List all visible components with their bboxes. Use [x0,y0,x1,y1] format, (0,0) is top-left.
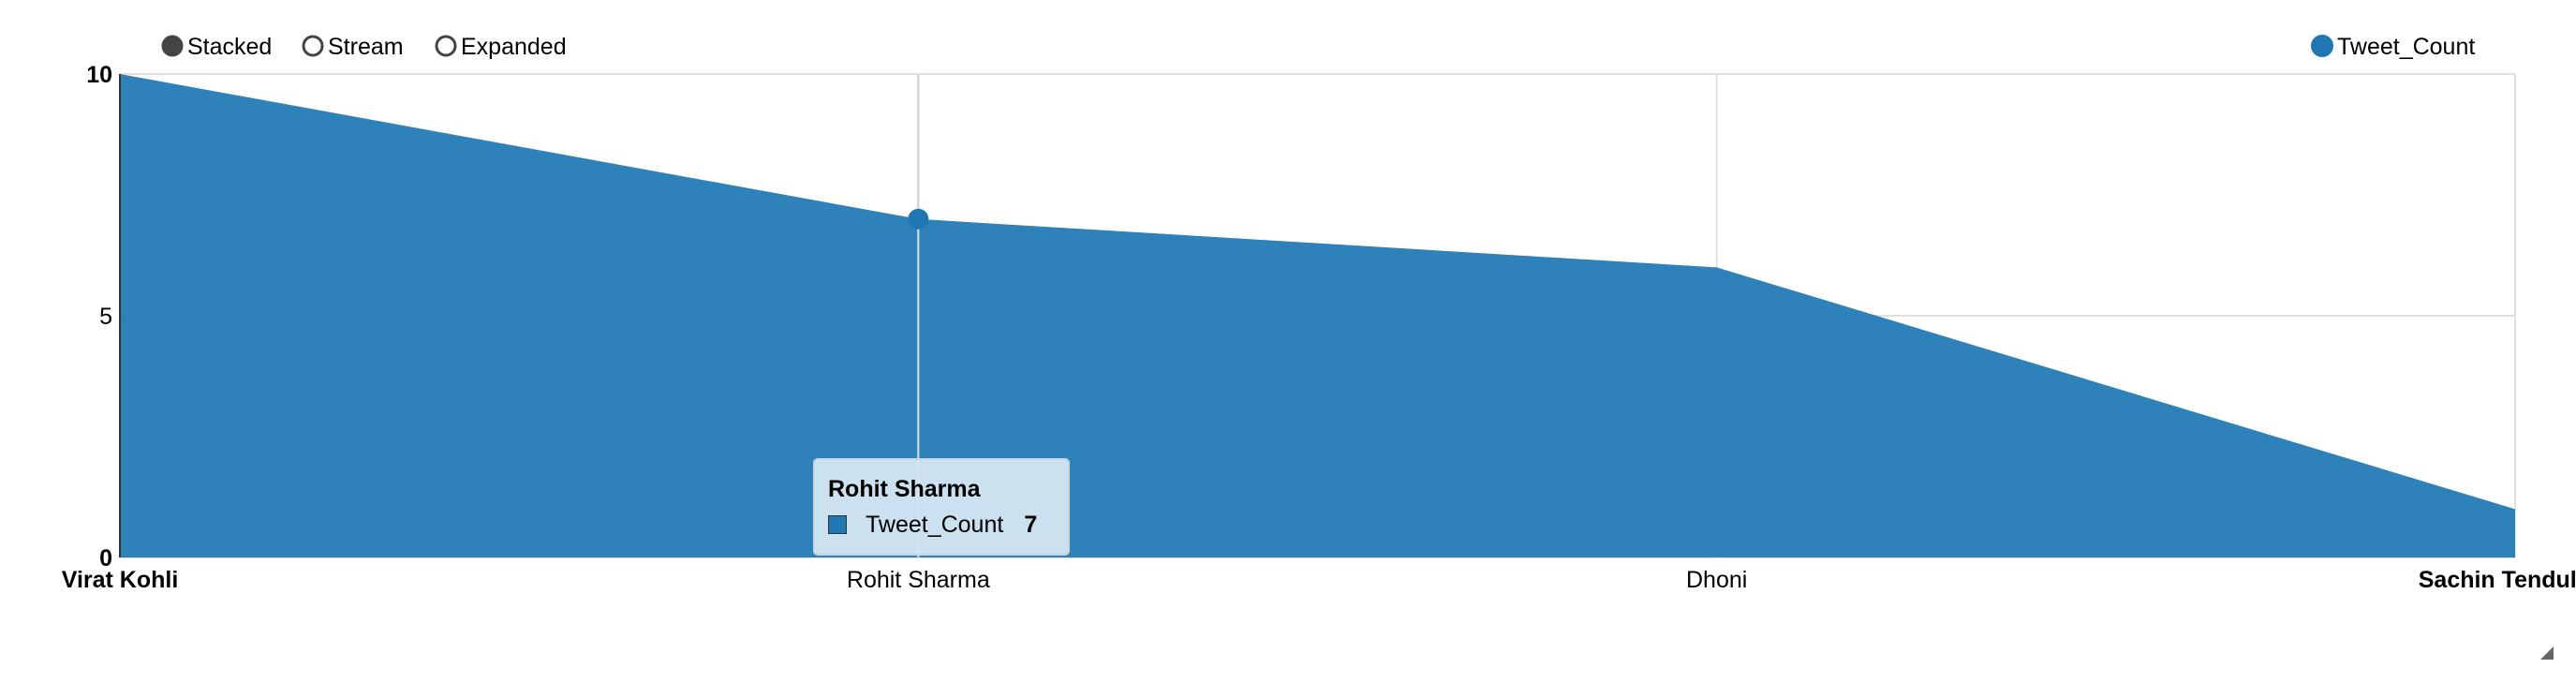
axes: 0 5 10 Virat Kohli Rohit Sharma Dhoni Sachin T… [62,62,2576,593]
mode-option-label[interactable]: Stream [328,34,404,60]
area-path[interactable] [120,74,2515,557]
tooltip-title: Rohit Sharma [828,476,981,502]
y-tick-label: 10 [86,62,112,88]
legend-label[interactable]: Tweet_Count [2337,34,2475,60]
radio-icon[interactable] [161,35,184,57]
legend-item[interactable]: Tweet_Count [2311,34,2475,60]
legend: Tweet_Count [2311,34,2475,60]
mode-option-stacked[interactable]: Stacked [161,34,272,60]
tooltip-swatch [828,515,847,534]
x-tick-label: Sachin Tendulkar [2419,567,2576,593]
tooltip-series-name: Tweet_Count [866,512,1004,538]
tooltip-row: Tweet_Count 7 [828,511,1055,539]
x-tick-label: Dhoni [1686,567,1747,593]
area-series[interactable] [120,74,2515,557]
radio-icon[interactable] [302,35,324,57]
chart-mode-controls: Stacked Stream Expanded [161,34,567,60]
y-tick-label: 0 [99,545,112,572]
legend-dot-icon[interactable] [2311,35,2333,57]
tooltip: Rohit Sharma Tweet_Count 7 [813,458,1070,556]
x-tick-label: Rohit Sharma [847,567,990,593]
resize-handle-icon[interactable] [2540,646,2554,660]
x-tick-label: Virat Kohli [62,567,179,593]
mode-option-stream[interactable]: Stream [302,34,404,60]
mode-option-label[interactable]: Stacked [187,34,272,60]
y-tick-label: 5 [99,304,112,330]
mode-option-expanded[interactable]: Expanded [435,34,567,60]
radio-icon[interactable] [435,35,457,57]
tooltip-value: 7 [1024,512,1038,538]
mode-option-label[interactable]: Expanded [461,34,567,60]
highlighted-point[interactable] [908,208,929,230]
